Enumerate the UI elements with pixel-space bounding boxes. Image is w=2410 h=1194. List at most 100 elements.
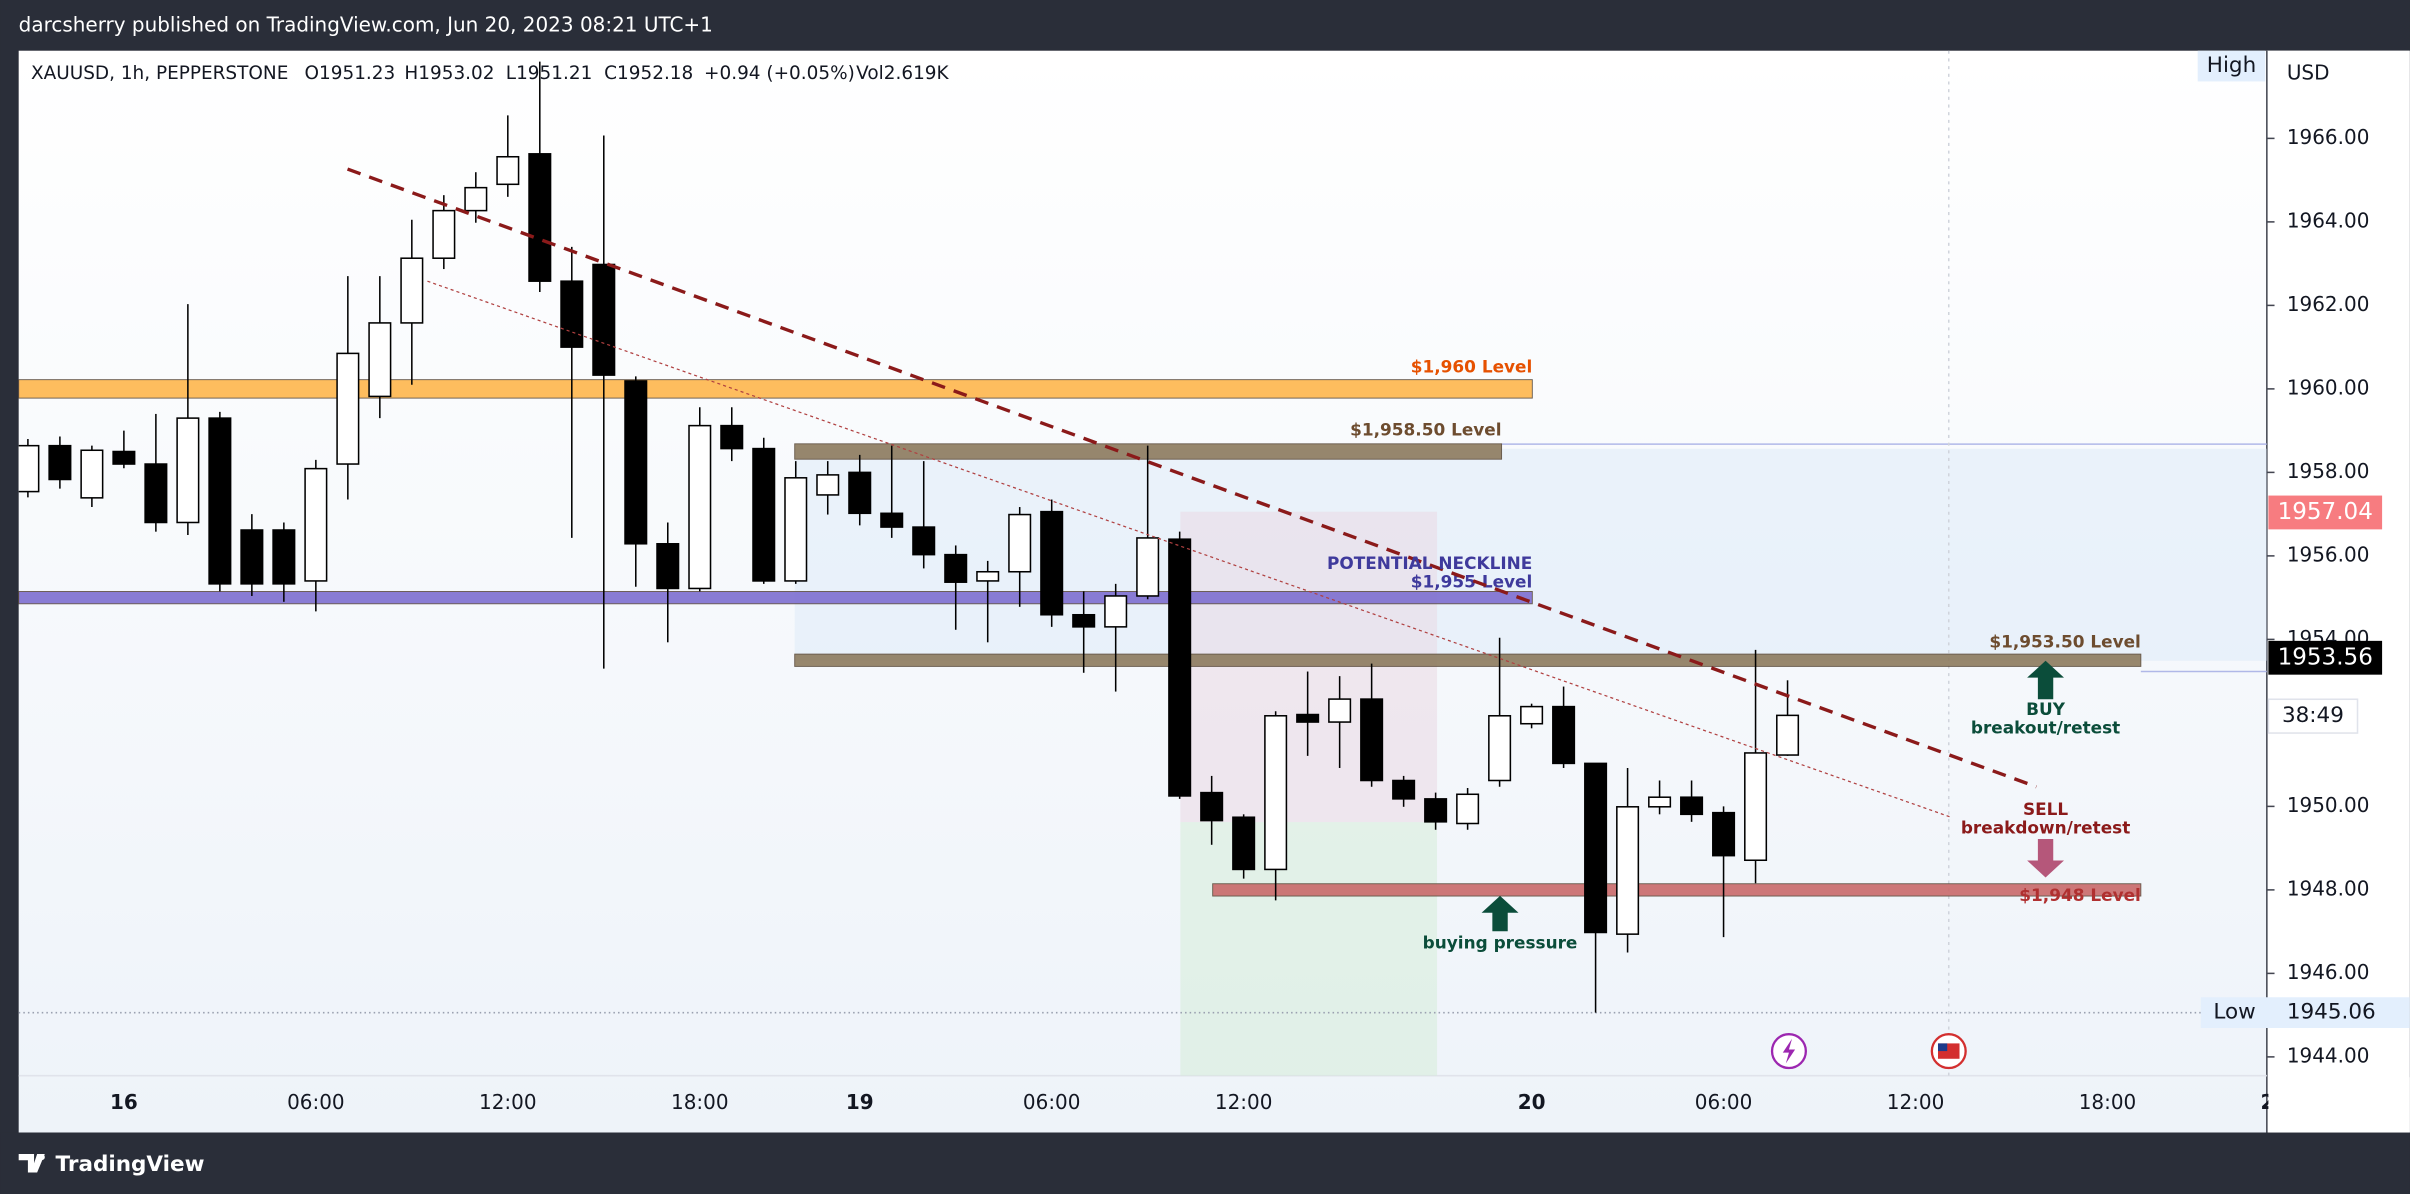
publisher: darcsherry published on TradingView.com,… (19, 13, 713, 37)
arrows (1481, 660, 2065, 932)
candle-body (1648, 796, 1672, 808)
x-tick-label: 06:00 (287, 1090, 345, 1114)
level-zone (794, 653, 2142, 667)
legend-item: XAUUSD, 1h, PEPPERSTONE (31, 63, 288, 84)
level-label: $1,955 Level (1411, 571, 1533, 591)
price-marker-label: 1953.56 (2278, 644, 2373, 670)
level-label: $1,948 Level (2019, 885, 2141, 905)
legend: XAUUSD, 1h, PEPPERSTONE O1951.23 H1953.02 L… (31, 63, 950, 84)
candle-body (1552, 705, 1576, 765)
candle-body (496, 155, 520, 186)
candle-body (784, 477, 808, 582)
levels: $1,960 Level $1,958.50 Level $1,955 Level $… (18, 356, 2142, 905)
trendline (346, 167, 2037, 789)
candle-body (272, 529, 296, 585)
x-tick-label: 20 (1518, 1090, 1546, 1114)
candle-body (560, 280, 584, 348)
legend-item: C1952.18 (604, 63, 693, 84)
pressure-arrow (1481, 895, 1519, 932)
candle-body (1360, 698, 1384, 782)
x-tick-label: 06:00 (1023, 1090, 1081, 1114)
x-tick-label: 12:00 (1215, 1090, 1273, 1114)
y-tick-label: 1962.00 (2287, 292, 2370, 316)
candle-body (1424, 798, 1448, 823)
candle-body (1328, 698, 1352, 723)
event-icon (1782, 1038, 1796, 1064)
y-tick-label: 1950.00 (2287, 793, 2370, 817)
candle-body (1712, 811, 1736, 857)
x-tick-label: 18:00 (671, 1090, 729, 1114)
axes: USD1944.001946.001948.001950.001954.0019… (110, 60, 2369, 1114)
level-zone (18, 591, 1533, 605)
candle-body (1168, 538, 1192, 797)
level-zone (1212, 883, 2142, 897)
x-tick-label: 12:00 (479, 1090, 537, 1114)
candle-body (688, 424, 712, 590)
footer (0, 1132, 2410, 1194)
events (1770, 1033, 1967, 1070)
x-tick-label: 19 (846, 1090, 874, 1114)
annotation: BUY (2026, 699, 2066, 719)
trendline (427, 280, 1953, 819)
axis-cover (2268, 1077, 2410, 1133)
candle-body (912, 526, 936, 556)
level-zone (18, 379, 1533, 399)
candle-body (1392, 779, 1416, 800)
price-marker (2268, 495, 2383, 530)
candle-body (880, 512, 904, 528)
legend-item: L1951.21 (506, 63, 593, 84)
candle-body (304, 467, 328, 582)
level-label: $1,953.50 Level (1989, 631, 2140, 651)
countdown-box (2267, 698, 2359, 734)
annotation: buying pressure (1423, 933, 1578, 953)
y-tick-label: 1964.00 (2287, 208, 2370, 232)
annotation: breakdown/retest (1961, 817, 2130, 837)
candle-body (816, 474, 840, 496)
currency: USD (2287, 60, 2330, 84)
price-axis (2266, 50, 2410, 1133)
candle-body (528, 153, 552, 282)
candle-body (1584, 762, 1608, 934)
low-value: 1945.06 (2287, 1000, 2376, 1025)
candle-body (976, 570, 1000, 582)
legend-item: Vol2.619K (856, 63, 949, 84)
candle-body (432, 209, 456, 259)
candle-body (752, 447, 776, 582)
low-label: Low (2213, 1000, 2255, 1025)
y-tick-label: 1946.00 (2287, 960, 2370, 984)
candle-body (944, 553, 968, 583)
candles (18, 61, 1800, 1013)
y-tick-label: 1956.00 (2287, 542, 2370, 566)
candle-body (1200, 791, 1224, 822)
candle-body (48, 444, 72, 481)
candle-body (208, 417, 232, 585)
level-label: $1,958.50 Level (1350, 419, 1501, 439)
low-box (2200, 997, 2410, 1028)
x-tick-label: 18:00 (2079, 1090, 2137, 1114)
candle-body (1296, 713, 1320, 723)
candle-body (400, 257, 424, 324)
x-tick-label: 06:00 (1695, 1090, 1753, 1114)
countdown: 38:49 (2282, 703, 2344, 728)
legend-item: +0.94 (+0.05%) (704, 63, 855, 84)
level-label: $1,960 Level (1411, 356, 1533, 376)
candle-body (1744, 752, 1768, 862)
candle-body (1040, 510, 1064, 616)
candle-body (368, 322, 392, 398)
y-tick-label: 1966.00 (2287, 125, 2370, 149)
candle-body (592, 263, 616, 376)
legend-item: H1953.02 (404, 63, 494, 84)
price-marker-label: 1957.04 (2278, 499, 2373, 525)
event-icon (1937, 1043, 1948, 1052)
x-tick-label: 12:00 (1887, 1090, 1945, 1114)
reward-zone (1180, 822, 1438, 1076)
y-tick-label: 1948.00 (2287, 876, 2370, 900)
candle-body (336, 352, 360, 465)
price-marker (2268, 640, 2383, 675)
sell-arrow (2027, 839, 2065, 878)
candle-body (1456, 793, 1480, 825)
candle-body (1264, 715, 1288, 871)
candle-body (18, 444, 40, 493)
candle-body (1520, 705, 1544, 725)
